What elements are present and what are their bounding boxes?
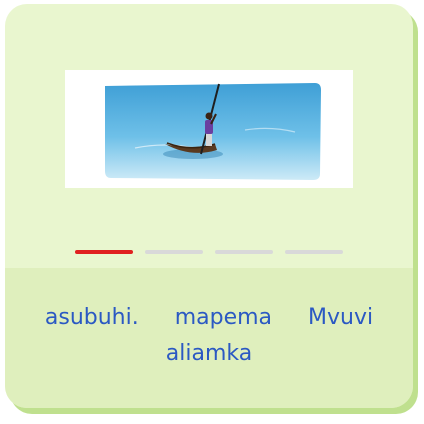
word-tile[interactable]: asubuhi. [44, 305, 139, 330]
word-row-2: aliamka [5, 336, 413, 372]
exercise-card: asubuhi. mapema Mvuvi aliamka [5, 4, 413, 408]
word-sentence: asubuhi. mapema Mvuvi aliamka [5, 300, 413, 372]
progress-segment-2 [145, 250, 203, 254]
answer-area [5, 268, 413, 408]
progress-segment-4 [285, 250, 343, 254]
progress-segment-3 [215, 250, 273, 254]
progress-indicator [75, 250, 343, 254]
word-row-1: asubuhi. mapema Mvuvi [5, 300, 413, 336]
word-tile[interactable]: aliamka [165, 341, 253, 366]
fisherman-canoe-illustration [105, 83, 321, 180]
word-tile[interactable]: Mvuvi [308, 305, 374, 330]
progress-segment-1 [75, 250, 133, 254]
word-tile[interactable]: mapema [174, 305, 273, 330]
illustration-frame [65, 70, 353, 188]
